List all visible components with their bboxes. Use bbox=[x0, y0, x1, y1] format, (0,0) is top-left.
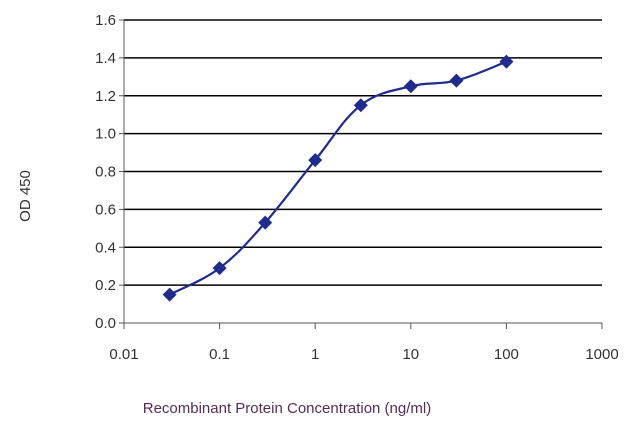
y-tick-label: 0.8 bbox=[95, 164, 116, 181]
y-axis-title: OD 450 bbox=[17, 170, 34, 222]
data-point-marker bbox=[308, 153, 323, 168]
axes: 0.0 0.2 0.4 0.6 0.8 1.0 1.2 1.4 1.6 0.01 0.1 1 10 100… bbox=[95, 12, 619, 363]
y-tick-label: 0.0 bbox=[95, 315, 116, 332]
y-tick-label: 0.2 bbox=[95, 277, 116, 294]
y-tick-label: 0.4 bbox=[95, 239, 116, 256]
data-point-marker bbox=[162, 287, 177, 302]
y-tick-label: 1.4 bbox=[95, 50, 116, 67]
x-tick-label: 0.01 bbox=[109, 346, 138, 363]
y-tick-label: 0.6 bbox=[95, 201, 116, 218]
series-line bbox=[169, 60, 507, 296]
data-point-marker bbox=[258, 215, 273, 230]
y-tick-label: 1.6 bbox=[95, 12, 116, 29]
data-series bbox=[162, 54, 514, 302]
x-axis-title: Recombinant Protein Concentration (ng/ml… bbox=[143, 400, 431, 417]
data-point-marker bbox=[449, 73, 464, 88]
y-tick-label: 1.0 bbox=[95, 126, 116, 143]
x-tick-label: 1000 bbox=[585, 346, 618, 363]
data-point-marker bbox=[353, 98, 368, 113]
data-point-marker bbox=[212, 261, 227, 276]
x-tick-label: 0.1 bbox=[209, 346, 230, 363]
x-tick-label: 100 bbox=[494, 346, 519, 363]
x-tick-label: 1 bbox=[311, 346, 319, 363]
y-tick-label: 1.2 bbox=[95, 88, 116, 105]
gridlines bbox=[124, 19, 602, 286]
x-tick-label: 10 bbox=[402, 346, 419, 363]
data-point-marker bbox=[403, 79, 418, 94]
data-point-marker bbox=[499, 54, 514, 69]
